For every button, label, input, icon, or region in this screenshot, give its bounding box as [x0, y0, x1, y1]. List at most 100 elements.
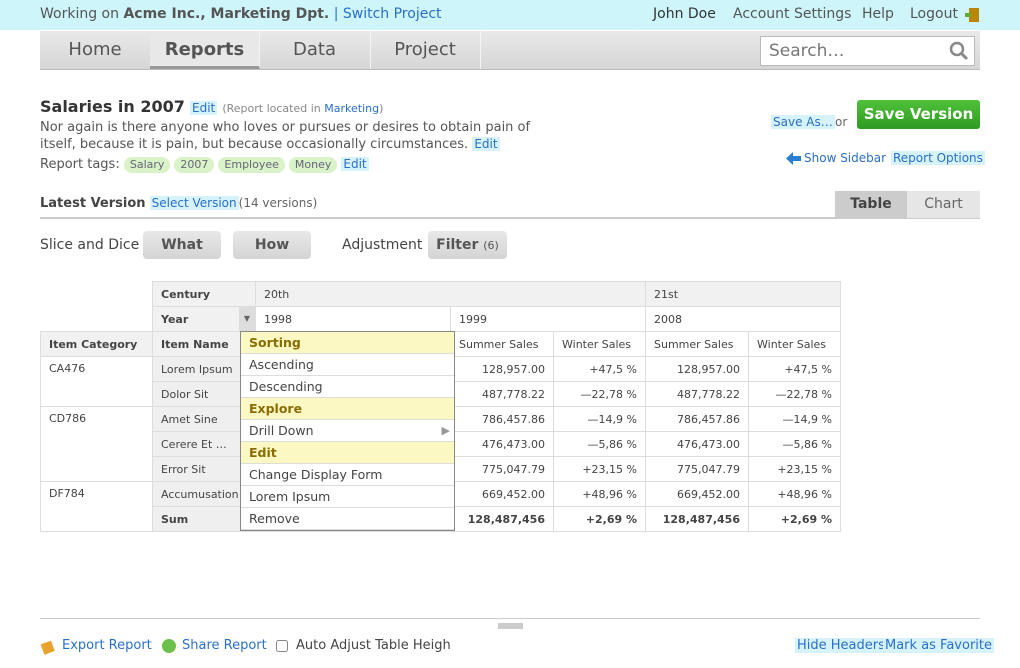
account-settings[interactable]: Account Settings [733, 6, 852, 22]
sidebar-arrow [786, 152, 801, 165]
year: 1999 [450, 306, 646, 332]
edit-link[interactable]: Edit [472, 137, 500, 151]
resize-handle[interactable] [498, 623, 523, 629]
top-bar: Working on Acme Inc., Marketing Dpt. | S… [0, 0, 1020, 30]
nav-tab[interactable]: Home [40, 31, 151, 69]
edit-link[interactable]: Edit [341, 157, 369, 171]
view-tab[interactable]: Table [835, 191, 907, 218]
hide-headers[interactable]: Hide Headers [795, 638, 887, 653]
value-cell: —22,78 % [748, 381, 841, 407]
tag[interactable]: Employee [218, 157, 285, 173]
value-cell: 669,452.00 [450, 481, 554, 507]
menu-item[interactable]: Remove [241, 508, 454, 530]
value-cell: +23,15 % [553, 456, 646, 482]
value-cell: 669,452.00 [645, 481, 749, 507]
item-name: Accumusation [152, 481, 256, 507]
item-category: CA476 [40, 356, 153, 407]
menu-item[interactable]: Descending [241, 376, 454, 398]
footer-line [40, 618, 980, 619]
version-label: Latest Version [40, 196, 146, 211]
menu-header: Sorting [241, 332, 454, 354]
edit-link[interactable]: Edit [190, 101, 218, 115]
year-label-text: Year [161, 312, 189, 326]
filter-count: (6) [483, 239, 499, 252]
value-cell: 487,778.22 [645, 381, 749, 407]
checkbox[interactable] [276, 640, 288, 652]
column-header[interactable]: Item Name [152, 331, 256, 357]
value-cell: +47,5 % [553, 356, 646, 382]
column-header[interactable]: Summer Sales [450, 331, 554, 357]
menu-header: Explore [241, 398, 454, 420]
report-title-row: Salaries in 2007 Edit (Report located in… [40, 97, 383, 116]
tags-label: Report tags: [40, 157, 120, 172]
column-header[interactable]: Winter Sales [748, 331, 841, 357]
filter-button[interactable]: Filter (6) [428, 231, 507, 259]
nav-tab[interactable]: Project [370, 31, 481, 69]
search-box[interactable]: Search… [760, 36, 975, 66]
description-text: Nor again is there anyone who loves or p… [40, 120, 531, 152]
submenu-arrow: ▶ [441, 424, 450, 437]
tag[interactable]: Money [288, 157, 338, 173]
search-placeholder: Search… [769, 41, 845, 61]
export-icon [40, 640, 55, 655]
export-report[interactable]: Export Report [62, 638, 152, 653]
value-cell: 128,957.00 [450, 356, 554, 382]
label: Working on [40, 6, 119, 22]
view-tab[interactable]: Chart [907, 191, 980, 218]
century: 21st [645, 281, 841, 307]
value-cell: 786,457.86 [645, 406, 749, 432]
menu-item[interactable]: Lorem Ipsum [241, 486, 454, 508]
report-options[interactable]: Report Options [891, 151, 985, 165]
sep: | [333, 6, 339, 22]
switch-project[interactable]: Switch Project [342, 6, 442, 22]
logout[interactable]: Logout [910, 6, 958, 22]
user[interactable]: John Doe [653, 6, 716, 22]
tag[interactable]: Salary [123, 157, 171, 173]
menu-item[interactable]: Change Display Form [241, 464, 454, 486]
auto-adjust: Auto Adjust Table Heigh [296, 638, 451, 653]
location-prefix: (Report located in [222, 102, 325, 115]
nav-tab[interactable]: Reports [150, 31, 260, 69]
value-cell: —5,86 % [748, 431, 841, 457]
item-category: CD786 [40, 406, 153, 482]
menu-label: Change Display Form [249, 467, 383, 482]
tag[interactable]: 2007 [174, 157, 215, 173]
adjustment-label: Adjustment [342, 237, 423, 253]
menu-item[interactable]: Ascending [241, 354, 454, 376]
year-dropdown[interactable]: ▼ [239, 307, 255, 331]
save-version-button[interactable]: Save Version [857, 100, 980, 129]
location-link[interactable]: Marketing [324, 102, 380, 115]
menu-item[interactable]: Drill Down ▶ [241, 420, 454, 442]
how-button[interactable]: How [233, 231, 311, 259]
menu-label: Remove [249, 511, 300, 526]
value-cell: 786,457.86 [450, 406, 554, 432]
what-button[interactable]: What [143, 231, 221, 259]
search-icon[interactable] [949, 41, 969, 61]
logout-icon [965, 8, 979, 22]
version-row: Latest Version Select Version (14 version… [40, 196, 317, 211]
nav-bar: Home Reports Data Project Search… [40, 31, 980, 70]
show-sidebar[interactable]: Show Sidebar [804, 151, 887, 165]
value-cell: 487,778.22 [450, 381, 554, 407]
save-as[interactable]: Save As… [771, 115, 835, 129]
column-header[interactable]: Item Category [40, 331, 153, 357]
column-header[interactable]: Winter Sales [553, 331, 646, 357]
nav-tab[interactable]: Data [259, 31, 371, 69]
help[interactable]: Help [862, 6, 894, 22]
column-header[interactable]: Summer Sales [645, 331, 749, 357]
value-cell: 128,487,456 [450, 506, 554, 532]
year-row: Year ▼ 1998 1999 2008 [41, 306, 841, 332]
share-icon [162, 639, 176, 653]
value-cell: +23,15 % [748, 456, 841, 482]
menu-label: Sorting [249, 335, 301, 350]
org: Acme Inc., Marketing Dpt. [123, 6, 330, 22]
share-report[interactable]: Share Report [182, 638, 267, 653]
select-version[interactable]: Select Version [149, 196, 239, 210]
menu-label: Drill Down [249, 423, 314, 438]
value-cell: 128,487,456 [645, 506, 749, 532]
mark-favorite[interactable]: Mark as Favorite [883, 638, 995, 653]
value-cell: 128,957.00 [645, 356, 749, 382]
item-name: Amet Sine [152, 406, 256, 432]
filter-label: Filter [436, 237, 479, 253]
